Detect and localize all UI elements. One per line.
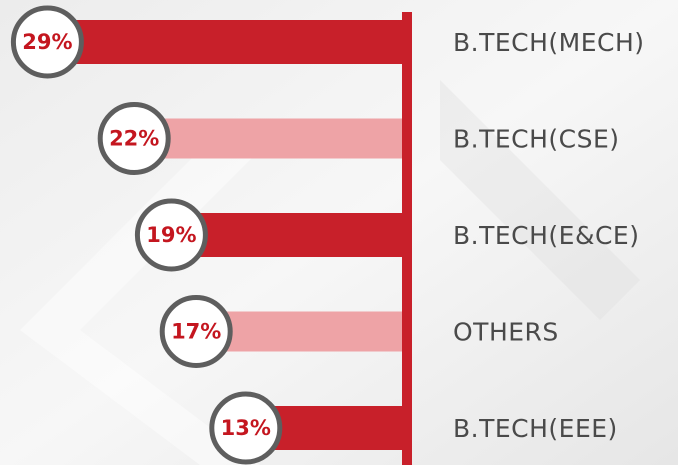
decor [440,80,640,320]
value-badge [10,5,84,79]
value-badge [159,295,233,368]
category-label: B.TECH(E&CE) [453,221,639,250]
category-label: B.TECH(CSE) [453,125,620,154]
bar [171,213,407,257]
value-label: 13% [221,416,271,440]
axis [402,12,412,465]
category-label: B.TECH(EEE) [453,414,618,443]
value-label: 19% [146,223,196,247]
category-label: OTHERS [453,318,559,347]
bar [47,20,408,64]
value-badge [134,198,208,272]
value-label: 29% [22,30,72,54]
value-badge [209,391,283,465]
decor [20,120,260,465]
value-badge [97,102,171,175]
category-label: B.TECH(MECH) [453,28,645,57]
value-label: 22% [109,127,159,151]
bar [134,118,407,159]
value-label: 17% [171,320,221,344]
